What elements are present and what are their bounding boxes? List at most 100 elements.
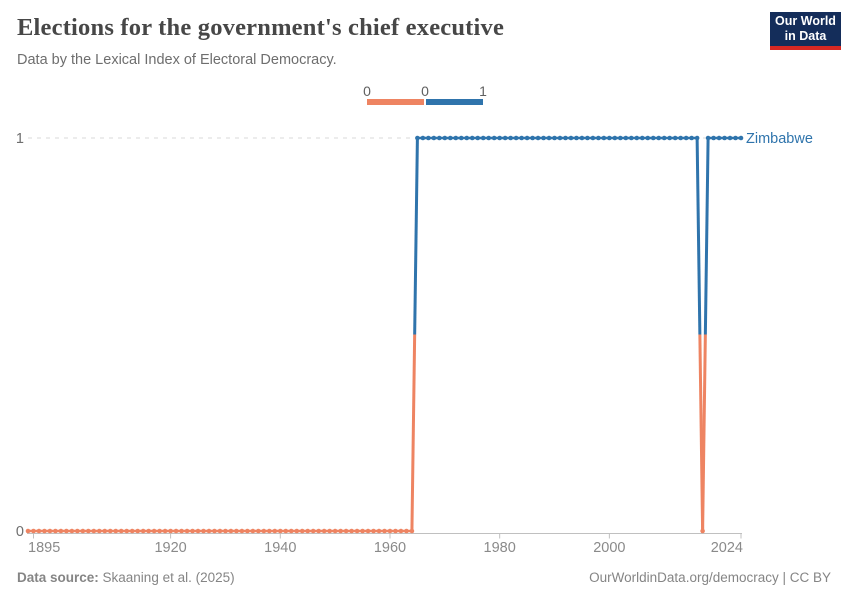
data-point-1940 [277, 528, 283, 534]
data-point-1981 [502, 135, 508, 141]
data-point-1941 [283, 528, 289, 534]
series-transition [701, 334, 707, 532]
series-transition [413, 137, 419, 335]
legend-segment-value-0 [367, 99, 424, 105]
data-point-1921 [173, 528, 179, 534]
chart-subtitle: Data by the Lexical Index of Electoral D… [17, 52, 337, 68]
owid-logo: Our World in Data [770, 12, 841, 50]
data-point-1993 [568, 135, 574, 141]
data-point-1945 [305, 528, 311, 534]
data-point-2019 [711, 135, 716, 141]
data-point-1970 [442, 135, 448, 141]
data-point-1982 [508, 135, 513, 141]
data-point-1990 [552, 135, 557, 141]
data-point-1913 [129, 528, 135, 534]
data-point-1935 [250, 528, 256, 534]
data-point-1958 [376, 528, 382, 534]
data-point-1914 [135, 528, 140, 534]
data-point-1931 [228, 528, 234, 534]
data-point-1901 [64, 528, 69, 534]
data-point-1969 [437, 135, 442, 141]
data-point-1897 [42, 528, 47, 534]
x-tick-label-1895: 1895 [28, 540, 60, 556]
series-transition [410, 334, 417, 532]
x-tick-label-1980: 1980 [484, 540, 516, 556]
data-point-1922 [179, 528, 184, 534]
data-point-1956 [365, 528, 371, 534]
data-point-1988 [541, 135, 546, 141]
series-transition [695, 137, 702, 335]
data-point-1966 [420, 135, 426, 141]
data-point-1994 [574, 135, 579, 141]
data-point-1944 [299, 528, 305, 534]
data-point-1954 [354, 528, 360, 534]
y-tick-label-1: 1 [16, 131, 24, 147]
data-point-1996 [585, 135, 590, 141]
data-point-2004 [629, 135, 634, 141]
data-point-1904 [80, 528, 86, 534]
entity-label: Zimbabwe [746, 131, 813, 147]
data-point-1905 [86, 528, 91, 534]
data-point-1961 [393, 528, 398, 534]
data-point-1918 [157, 528, 162, 534]
data-point-1928 [212, 528, 217, 534]
data-point-1951 [338, 528, 343, 534]
x-tick-label-2000: 2000 [593, 540, 625, 556]
credit-link[interactable]: OurWorldinData.org/democracy | CC BY [589, 570, 831, 585]
data-point-1916 [146, 528, 151, 534]
x-tick-label-1940: 1940 [264, 540, 296, 556]
data-point-1927 [206, 528, 212, 534]
data-point-1942 [288, 528, 294, 534]
data-point-1948 [321, 528, 327, 534]
legend-tick-0: 0 [363, 83, 371, 99]
data-point-1997 [590, 135, 596, 141]
data-point-2009 [656, 135, 662, 141]
data-point-1962 [398, 528, 404, 534]
data-point-1910 [113, 528, 119, 534]
data-point-1933 [239, 528, 245, 534]
data-point-1934 [245, 528, 250, 534]
data-point-1984 [519, 135, 524, 141]
data-point-1963 [404, 528, 409, 534]
data-point-1957 [371, 528, 376, 534]
legend-tick-2: 1 [479, 83, 487, 99]
data-point-1978 [486, 135, 492, 141]
data-point-2012 [672, 135, 678, 141]
data-point-1909 [107, 528, 113, 534]
data-source-note: Data source: Skaaning et al. (2025) [17, 570, 235, 585]
data-point-2018 [705, 135, 711, 141]
chart-title: Elections for the government's chief exe… [17, 14, 505, 41]
data-point-1955 [360, 528, 365, 534]
data-point-2013 [678, 135, 683, 141]
data-point-1968 [431, 135, 437, 141]
data-point-2006 [639, 135, 645, 141]
data-point-1989 [546, 135, 552, 141]
data-point-2024 [738, 135, 744, 141]
data-point-1949 [327, 528, 332, 534]
data-point-1895 [31, 528, 36, 534]
data-point-1952 [343, 528, 349, 534]
data-point-2011 [667, 135, 672, 141]
data-point-2000 [607, 135, 612, 141]
data-point-1950 [332, 528, 338, 534]
data-source-label: Data source: [17, 570, 99, 585]
data-point-1932 [234, 528, 239, 534]
y-tick-label-0: 0 [16, 524, 24, 540]
data-point-1936 [256, 528, 261, 534]
data-point-2015 [689, 135, 694, 141]
data-point-1925 [195, 528, 201, 534]
data-point-1899 [53, 528, 58, 534]
data-point-2003 [623, 135, 629, 141]
owid-logo-line1: Our World [775, 14, 836, 28]
data-point-1980 [497, 135, 502, 141]
data-point-1953 [349, 528, 354, 534]
data-point-1972 [453, 135, 459, 141]
data-point-1975 [469, 135, 475, 141]
data-point-2020 [716, 135, 722, 141]
data-point-1977 [480, 135, 486, 141]
data-point-2008 [650, 135, 656, 141]
data-point-1960 [387, 528, 393, 534]
data-point-1919 [162, 528, 168, 534]
data-point-1917 [151, 528, 157, 534]
